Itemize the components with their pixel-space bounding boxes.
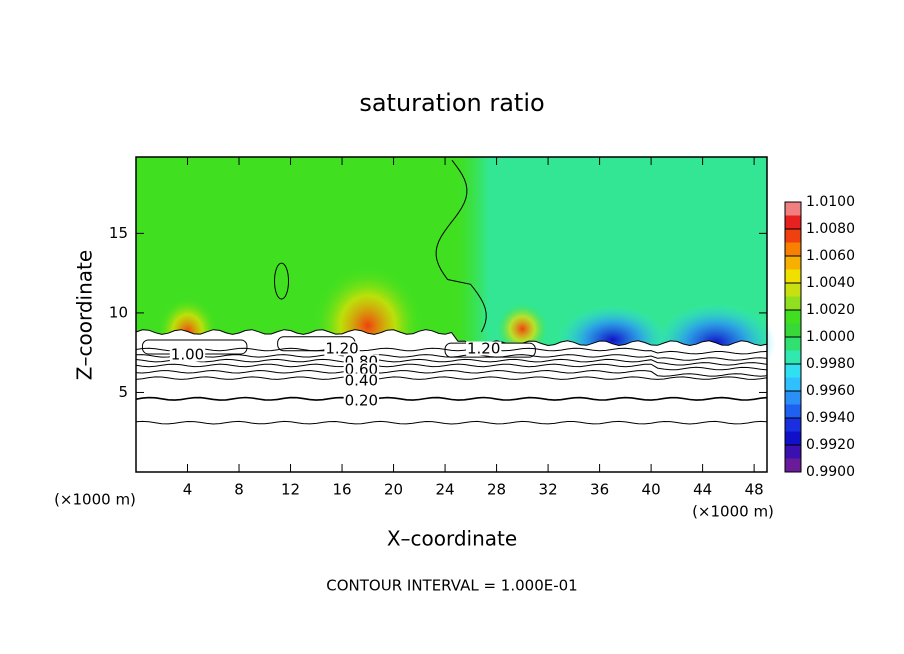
x-tick-label: 48 — [745, 481, 764, 499]
colorbar-tick-label: 1.0020 — [806, 302, 855, 318]
colorbar-band — [785, 337, 801, 351]
colorbar-band — [785, 242, 801, 256]
x-tick-label: 44 — [693, 481, 712, 499]
contour-line — [435, 159, 487, 333]
colorbar-band — [785, 256, 801, 270]
colorbar-tick-label: 0.9980 — [806, 356, 855, 372]
x-tick-label: 16 — [332, 481, 351, 499]
contour-line — [135, 369, 768, 377]
contour-loop — [274, 262, 290, 300]
colorbar-band — [785, 364, 801, 378]
y-tick-label: 10 — [109, 303, 128, 321]
colorbar-band — [785, 296, 801, 310]
colorbar-band — [785, 431, 801, 445]
colorbar-band — [785, 458, 801, 472]
contour-label: 1.00 — [171, 346, 204, 364]
colorbar-band — [785, 445, 801, 459]
plot-frame — [135, 156, 768, 473]
x-tick-label: 24 — [436, 481, 455, 499]
colorbar-band — [785, 404, 801, 418]
x-tick-label: 28 — [487, 481, 506, 499]
colorbar-tick-label: 0.9960 — [806, 383, 855, 399]
x-unit: (×1000 m) — [54, 491, 136, 509]
contour-label-bg — [324, 341, 360, 356]
x-unit: (×1000 m) — [692, 503, 774, 521]
contour-line — [135, 420, 768, 425]
x-tick-label: 12 — [281, 481, 300, 499]
x-tick-label: 40 — [642, 481, 661, 499]
contour-label-bg — [465, 341, 502, 356]
x-tick-label: 20 — [384, 481, 403, 499]
colorbar-band — [785, 202, 801, 216]
x-tick-label: 32 — [539, 481, 558, 499]
field — [135, 157, 776, 473]
contour-line — [135, 363, 768, 371]
colorbar-band — [785, 323, 801, 337]
colorbar-tick-label: 0.9920 — [806, 437, 855, 453]
colorbar-tick-label: 1.0040 — [806, 275, 855, 291]
contour-line — [135, 354, 768, 361]
x-tick-label: 4 — [183, 481, 193, 499]
colorbar-band — [785, 310, 801, 324]
colorbar-tick-label: 1.0000 — [806, 329, 855, 345]
colorbar-band — [785, 215, 801, 229]
contour-line — [135, 376, 768, 380]
colorbar-tick-label: 1.0060 — [806, 248, 855, 264]
contour-label-bg — [343, 362, 380, 377]
y-axis-label: Z–coordinate — [73, 250, 97, 380]
colorbar-band — [785, 377, 801, 391]
contour-label: 1.20 — [467, 340, 500, 358]
chart-title: saturation ratio — [359, 89, 544, 117]
footer-note: CONTOUR INTERVAL = 1.000E-01 — [326, 577, 577, 595]
contour-label-bg — [169, 347, 206, 362]
x-tick-label: 8 — [234, 481, 244, 499]
colorbar-band — [785, 418, 801, 432]
colorbar-band — [785, 350, 801, 364]
contour-label-bg — [343, 393, 380, 408]
contour-label: 0.20 — [345, 392, 378, 410]
contour-label: 0.40 — [345, 372, 378, 390]
contour-line — [135, 347, 768, 355]
colorbar-tick-label: 1.0080 — [806, 221, 855, 237]
y-tick-label: 15 — [109, 224, 128, 242]
x-tick-label: 36 — [590, 481, 609, 499]
colorbar-band — [785, 283, 801, 297]
contour-label-bg — [343, 373, 380, 388]
colorbar-band — [785, 229, 801, 243]
colorbar-band — [785, 269, 801, 283]
y-tick-label: 5 — [118, 383, 128, 401]
colorbar-tick-label: 1.0100 — [806, 194, 855, 210]
colorbar-band — [785, 391, 801, 405]
colorbar-tick-label: 0.9940 — [806, 410, 855, 426]
x-axis-label: X–coordinate — [387, 527, 517, 551]
contour-line — [135, 358, 768, 366]
contour-line — [135, 396, 768, 401]
colorbar-tick-label: 0.9900 — [806, 464, 855, 480]
contour-label: 1.20 — [325, 340, 358, 358]
